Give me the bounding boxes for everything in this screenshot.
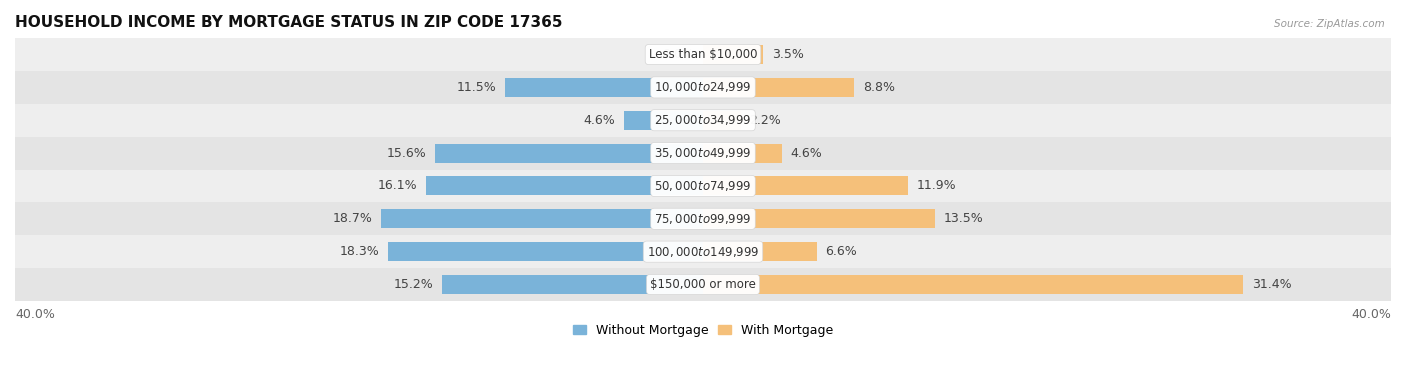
Text: $50,000 to $74,999: $50,000 to $74,999	[654, 179, 752, 193]
Text: $25,000 to $34,999: $25,000 to $34,999	[654, 113, 752, 127]
Bar	[703, 176, 908, 195]
Text: $75,000 to $99,999: $75,000 to $99,999	[654, 212, 752, 226]
FancyBboxPatch shape	[15, 38, 1391, 71]
Text: 40.0%: 40.0%	[1351, 308, 1391, 321]
Bar	[703, 144, 782, 162]
FancyBboxPatch shape	[15, 137, 1391, 170]
Text: $35,000 to $49,999: $35,000 to $49,999	[654, 146, 752, 160]
Text: 18.3%: 18.3%	[340, 245, 380, 258]
Text: $10,000 to $24,999: $10,000 to $24,999	[654, 80, 752, 94]
Text: $150,000 or more: $150,000 or more	[650, 278, 756, 291]
FancyBboxPatch shape	[15, 170, 1391, 202]
Bar	[703, 275, 1243, 294]
Bar	[703, 45, 763, 64]
Text: 4.6%: 4.6%	[790, 147, 823, 159]
Text: 18.7%: 18.7%	[333, 212, 373, 225]
Text: Source: ZipAtlas.com: Source: ZipAtlas.com	[1274, 19, 1385, 29]
Text: 15.6%: 15.6%	[387, 147, 426, 159]
FancyBboxPatch shape	[15, 268, 1391, 301]
FancyBboxPatch shape	[15, 202, 1391, 235]
Text: HOUSEHOLD INCOME BY MORTGAGE STATUS IN ZIP CODE 17365: HOUSEHOLD INCOME BY MORTGAGE STATUS IN Z…	[15, 15, 562, 30]
Legend: Without Mortgage, With Mortgage: Without Mortgage, With Mortgage	[568, 319, 838, 342]
Text: 2.2%: 2.2%	[749, 114, 782, 127]
Text: 31.4%: 31.4%	[1251, 278, 1291, 291]
FancyBboxPatch shape	[15, 104, 1391, 137]
Text: 15.2%: 15.2%	[394, 278, 433, 291]
Bar	[703, 111, 741, 130]
FancyBboxPatch shape	[15, 71, 1391, 104]
Bar	[388, 242, 703, 261]
Text: 6.6%: 6.6%	[825, 245, 856, 258]
Text: 0.0%: 0.0%	[662, 48, 695, 61]
Bar	[624, 111, 703, 130]
Text: 13.5%: 13.5%	[943, 212, 984, 225]
Text: 40.0%: 40.0%	[15, 308, 55, 321]
Text: 8.8%: 8.8%	[863, 81, 896, 94]
Text: 16.1%: 16.1%	[378, 179, 418, 192]
FancyBboxPatch shape	[15, 235, 1391, 268]
Bar	[434, 144, 703, 162]
Text: Less than $10,000: Less than $10,000	[648, 48, 758, 61]
Text: $100,000 to $149,999: $100,000 to $149,999	[647, 245, 759, 259]
Text: 4.6%: 4.6%	[583, 114, 616, 127]
Bar	[426, 176, 703, 195]
Bar	[703, 209, 935, 228]
Bar	[381, 209, 703, 228]
Text: 3.5%: 3.5%	[772, 48, 804, 61]
Bar	[703, 242, 817, 261]
Bar	[505, 78, 703, 97]
Text: 11.5%: 11.5%	[457, 81, 496, 94]
Bar	[703, 78, 855, 97]
Bar	[441, 275, 703, 294]
Text: 11.9%: 11.9%	[917, 179, 956, 192]
